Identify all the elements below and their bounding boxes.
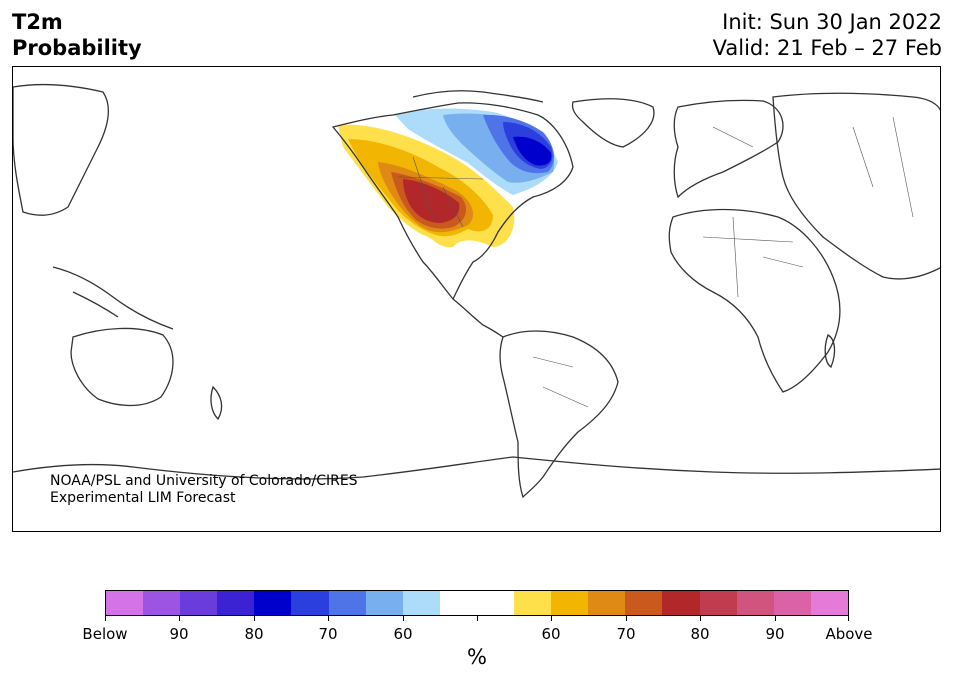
madagascar-outline (824, 334, 836, 368)
colorbar-tick (179, 616, 180, 621)
colorbar-segment (143, 591, 181, 615)
north-america-outline (331, 102, 574, 301)
borders (397, 116, 914, 408)
colorbar-segment (439, 591, 477, 615)
colorbar-segment (773, 591, 811, 615)
south-america-outline (499, 330, 619, 499)
southeast-asia-outline (52, 266, 174, 330)
colorbar-segment (254, 591, 292, 615)
credit-org: NOAA/PSL and University of Colorado/CIRE… (50, 473, 358, 489)
colorbar-tick (775, 616, 776, 621)
colorbar (105, 590, 849, 616)
colorbar-segment (291, 591, 329, 615)
colorbar-tick (626, 616, 627, 621)
colorbar-tick-label: 70 (318, 625, 338, 643)
colorbar-tick-label: 80 (690, 625, 710, 643)
probability-shading (338, 108, 558, 248)
title-type: Probability (12, 36, 142, 60)
chart-title: T2m Probability (12, 9, 142, 61)
africa-outline (668, 208, 841, 393)
map-panel: NOAA/PSL and University of Colorado/CIRE… (12, 66, 941, 532)
colorbar-segment (365, 591, 403, 615)
greenland-outline (571, 98, 655, 148)
colorbar-tick-label: 90 (169, 625, 189, 643)
colorbar-tick (551, 616, 552, 621)
colorbar-tick-label: Above (825, 625, 873, 643)
colorbar-ticks: Below 90 80 70 60 60 70 80 90 Above (82, 616, 873, 643)
colorbar-segment (180, 591, 218, 615)
australia-outline (70, 327, 174, 407)
date-info: Init: Sun 30 Jan 2022 Valid: 21 Feb – 27… (713, 9, 942, 61)
colorbar-segment (551, 591, 589, 615)
colorbar-segment (625, 591, 663, 615)
coastlines (13, 83, 940, 499)
colorbar-tick (105, 616, 106, 621)
colorbar-segment (588, 591, 626, 615)
europe-outline (673, 99, 784, 199)
title-variable: T2m (12, 10, 63, 34)
colorbar-tick-label: Below (82, 625, 128, 643)
colorbar-tick-label: 60 (393, 625, 413, 643)
colorbar-tick-label: 70 (616, 625, 636, 643)
below-max-region (513, 136, 552, 166)
central-america-outline (452, 298, 504, 338)
above-max-region (403, 179, 460, 223)
east-asia-outline (13, 83, 110, 216)
colorbar-tick (403, 616, 404, 621)
asia-outline (772, 92, 940, 280)
colorbar-segment (217, 591, 255, 615)
colorbar-segment (106, 591, 144, 615)
colorbar-segment (514, 591, 552, 615)
colorbar-unit: % (467, 645, 487, 669)
colorbar-tick (328, 616, 329, 621)
colorbar-tick (848, 616, 849, 621)
colorbar-tick-label: 60 (541, 625, 561, 643)
canadian-islands (412, 90, 544, 103)
antarctica-outline (13, 456, 940, 480)
colorbar-segment (810, 591, 848, 615)
colorbar-segment (476, 591, 515, 615)
colorbar-segment (402, 591, 440, 615)
colorbar-tick (254, 616, 255, 621)
colorbar-tick-label: 90 (765, 625, 785, 643)
colorbar-segment (328, 591, 366, 615)
world-map (13, 83, 940, 499)
colorbar-tick-label: 80 (244, 625, 264, 643)
colorbar-tick (477, 616, 478, 621)
colorbar-segment (736, 591, 774, 615)
init-date: Init: Sun 30 Jan 2022 (722, 10, 942, 34)
colorbar-segment (699, 591, 737, 615)
new-zealand-outline (210, 385, 223, 421)
colorbar-tick (700, 616, 701, 621)
colorbar-segment (662, 591, 700, 615)
data-credit: NOAA/PSL and University of Colorado/CIRE… (50, 473, 358, 507)
credit-product: Experimental LIM Forecast (50, 490, 236, 506)
valid-range: Valid: 21 Feb – 27 Feb (712, 36, 942, 60)
